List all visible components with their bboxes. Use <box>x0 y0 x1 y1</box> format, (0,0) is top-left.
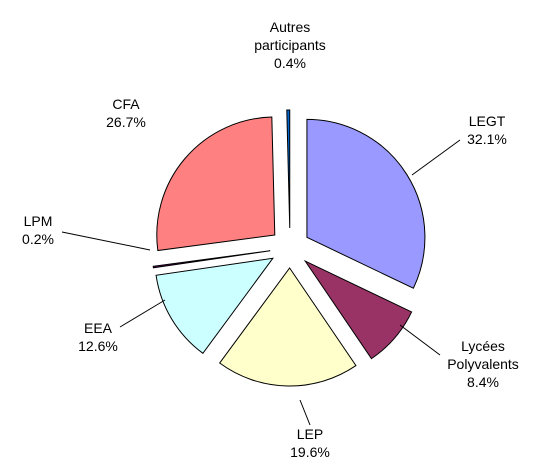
slice-label: LEGT 32.1% <box>467 112 507 148</box>
pie-slice <box>155 257 274 355</box>
slice-label: LPM 0.2% <box>22 212 54 248</box>
category-name: CFA <box>112 96 140 112</box>
pie-slice <box>156 116 276 252</box>
value-label: 12.6% <box>78 338 118 354</box>
pie-slice <box>306 118 426 289</box>
pie-slice <box>303 259 413 360</box>
slice-label: CFA 26.7% <box>106 95 146 131</box>
value-label: 8.4% <box>467 374 499 390</box>
slice-label: Autres participants 0.4% <box>235 18 345 72</box>
category-name: LEP <box>296 426 324 442</box>
value-label: 19.6% <box>290 444 330 460</box>
category-name: LEGT <box>468 113 506 129</box>
category-name: Lycées Polyvalents <box>447 338 519 372</box>
leader-line <box>119 299 166 328</box>
value-label: 0.4% <box>274 55 306 71</box>
slice-label: Lycées Polyvalents 8.4% <box>447 337 519 391</box>
leader-line <box>61 231 151 251</box>
category-name: Autres participants <box>254 19 326 53</box>
leader-line <box>399 324 441 356</box>
leader-line <box>411 139 461 176</box>
value-label: 0.2% <box>22 231 54 247</box>
pie-slice <box>286 109 291 229</box>
category-name: EEA <box>83 320 113 336</box>
pie-slice <box>218 267 357 387</box>
leader-line <box>299 399 311 426</box>
value-label: 32.1% <box>467 131 507 147</box>
value-label: 26.7% <box>106 114 146 130</box>
category-name: LPM <box>23 213 53 229</box>
pie-slice <box>152 250 271 269</box>
slice-label: LEP 19.6% <box>290 425 330 461</box>
slice-label: EEA 12.6% <box>78 319 118 355</box>
